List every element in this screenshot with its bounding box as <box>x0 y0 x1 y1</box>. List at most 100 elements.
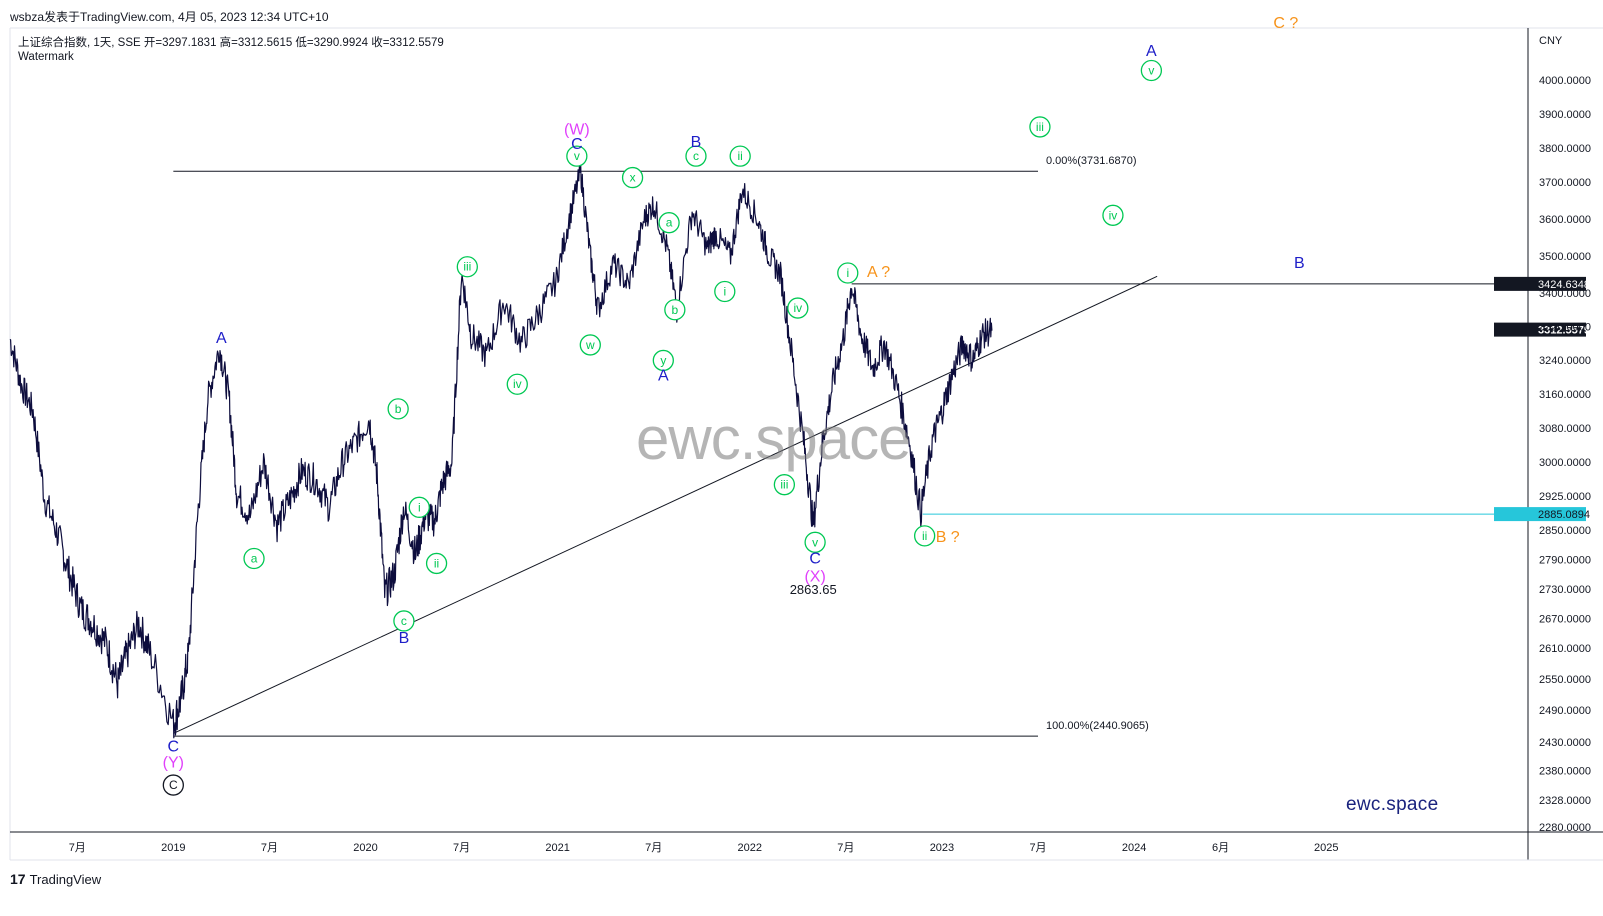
wave-circle-21 <box>685 145 707 167</box>
wave-label-19: y <box>660 353 666 367</box>
price-tick-19: 2490.0000 <box>1539 705 1591 717</box>
symbol-legend: 上证综合指数, 1天, SSE 开=3297.1831 高=3312.5615 … <box>18 37 444 49</box>
price-tag-3: 2885.0894 <box>1538 509 1590 521</box>
wave-label-3: C <box>169 778 178 792</box>
wave-circle-17 <box>658 212 680 234</box>
footer-label: TradingView <box>29 871 102 887</box>
price-tick-10: 3080.0000 <box>1539 423 1591 435</box>
wave-circle-26 <box>773 474 796 496</box>
wave-label-18: b <box>672 303 679 317</box>
wave-label-0: A <box>216 330 227 347</box>
price-series <box>9 162 993 739</box>
price-tick-1: 3900.0000 <box>1539 109 1591 121</box>
wave-label-16: x <box>630 171 636 185</box>
wave-circle-9 <box>425 552 448 575</box>
price-tick-2: 3800.0000 <box>1539 143 1591 155</box>
wave-label-32: ii <box>922 529 927 543</box>
wave-label-27: v <box>812 535 818 549</box>
time-tick-8: 7月 <box>837 842 854 854</box>
price-tag-bg-2 <box>1494 276 1586 291</box>
wave-circle-12 <box>566 145 588 167</box>
wave-circle-18 <box>664 299 686 321</box>
wave-label-39: B <box>1294 255 1305 272</box>
wave-label-23: i <box>723 285 726 299</box>
wave-label-5: b <box>395 402 402 416</box>
price-tick-4: 3600.0000 <box>1539 214 1591 226</box>
wave-circle-5 <box>387 398 409 420</box>
price-tick-16: 2670.0000 <box>1539 614 1591 626</box>
time-tick-4: 7月 <box>453 842 470 854</box>
wave-label-22: B <box>691 134 702 151</box>
wave-label-14: (W) <box>564 122 590 139</box>
wave-label-4: a <box>251 552 258 566</box>
price-tick-8: 3240.0000 <box>1539 355 1591 367</box>
time-tick-13: 2025 <box>1314 842 1338 854</box>
brand-text: ewc.space <box>1346 794 1439 815</box>
wave-circle-25 <box>787 297 809 319</box>
wave-label-12: v <box>574 149 580 163</box>
time-tick-6: 7月 <box>645 842 662 854</box>
wave-label-15: w <box>585 338 595 352</box>
watermark-text: ewc.space <box>636 405 911 472</box>
wave-label-34: iii <box>1036 120 1044 134</box>
time-tick-7: 2022 <box>738 842 762 854</box>
price-tag-bg-3 <box>1494 507 1586 522</box>
wave-circle-15 <box>579 334 601 356</box>
price-tick-5: 3500.0000 <box>1539 251 1591 263</box>
wave-label-8: i <box>418 500 421 514</box>
low-annotation: 2863.65 <box>790 582 837 597</box>
byline: wsbza发表于TradingView.com, 4月 05, 2023 12:… <box>10 10 329 24</box>
wave-label-20: A <box>658 367 669 384</box>
watermark-legend: Watermark <box>18 51 74 63</box>
wave-label-10: iii <box>463 260 471 274</box>
price-tick-22: 2328.0000 <box>1539 795 1591 807</box>
price-tick-0: 4000.0000 <box>1539 75 1591 87</box>
wave-circle-11 <box>506 373 528 395</box>
wave-label-1: C <box>168 738 180 755</box>
price-tick-11: 3000.0000 <box>1539 457 1591 469</box>
current-price-tag-bg <box>1494 322 1586 337</box>
wave-circle-4 <box>243 547 265 570</box>
wave-circle-23 <box>714 280 736 303</box>
wave-label-30: i <box>846 266 849 280</box>
wave-circle-8 <box>408 496 430 518</box>
wave-circle-36 <box>1140 59 1163 82</box>
wave-circle-24 <box>729 145 751 167</box>
fib-level-label-1: 100.00%(2440.9065) <box>1046 720 1149 732</box>
wave-label-38: C ? <box>1273 15 1298 32</box>
wave-circle-3 <box>162 774 184 796</box>
price-tick-3: 3700.0000 <box>1539 177 1591 189</box>
footer[interactable]: 17 TradingView <box>10 871 101 887</box>
price-tick-18: 2550.0000 <box>1539 674 1591 686</box>
time-tick-5: 2021 <box>545 842 569 854</box>
price-tick-14: 2790.0000 <box>1539 555 1591 567</box>
time-tick-1: 2019 <box>161 842 185 854</box>
wave-circle-6 <box>393 610 415 632</box>
tradingview-logo-icon: 17 <box>10 871 26 887</box>
wave-circle-35 <box>1102 204 1124 226</box>
wave-label-26: iii <box>780 478 788 492</box>
time-tick-2: 7月 <box>261 842 278 854</box>
wave-label-37: A <box>1146 43 1157 60</box>
time-tick-10: 7月 <box>1029 842 1046 854</box>
price-tick-23: 2280.0000 <box>1539 822 1591 834</box>
price-tick-17: 2610.0000 <box>1539 643 1591 655</box>
wave-label-24: ii <box>738 149 743 163</box>
wave-label-29: (X) <box>804 569 825 586</box>
wave-label-35: iv <box>1109 208 1118 222</box>
price-tick-15: 2730.0000 <box>1539 584 1591 596</box>
wave-label-6: c <box>401 614 407 628</box>
wave-label-33: B ? <box>936 529 960 546</box>
price-tick-7: 3320.0000 <box>1539 322 1591 334</box>
wave-circle-32 <box>913 525 936 547</box>
price-tag-2: 3424.6348 <box>1538 279 1590 291</box>
wave-label-9: ii <box>434 556 439 570</box>
trend-line <box>173 275 1158 734</box>
wave-label-17: a <box>666 216 673 230</box>
time-tick-3: 2020 <box>353 842 377 854</box>
time-tick-12: 6月 <box>1212 842 1229 854</box>
current-price-tag: 3312.5579 <box>1538 325 1590 337</box>
top-bar: wsbza发表于TradingView.com, 4月 05, 2023 12:… <box>0 0 1603 28</box>
price-axis-unit: CNY <box>1539 35 1563 47</box>
